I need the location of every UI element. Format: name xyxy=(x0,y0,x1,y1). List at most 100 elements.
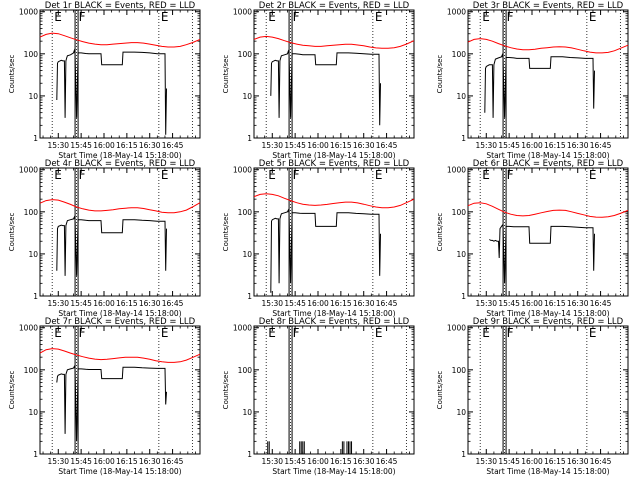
x-tick-label: 16:15 xyxy=(544,457,566,466)
plot-frame xyxy=(467,9,629,139)
y-tick-label: 1 xyxy=(247,134,252,143)
x-tick-label: 15:45 xyxy=(498,299,520,308)
chart-title: Det 6r BLACK = Events, RED = LLD xyxy=(473,159,624,169)
y-tick-label: 100 xyxy=(452,50,467,59)
x-tick-label: 16:30 xyxy=(139,299,161,308)
flag-label: E xyxy=(54,10,62,24)
x-tick-label: 15:45 xyxy=(498,457,520,466)
events-series-line xyxy=(484,53,595,118)
flag-label: E xyxy=(161,10,169,24)
plot-frame xyxy=(467,167,629,297)
x-tick-label: 16:30 xyxy=(353,457,375,466)
y-tick-label: 1000 xyxy=(233,166,252,175)
x-tick-label: 16:15 xyxy=(330,141,352,150)
x-tick-label: 16:00 xyxy=(521,457,543,466)
y-tick-label: 1000 xyxy=(447,166,466,175)
y-tick-label: 1000 xyxy=(19,324,38,333)
x-tick-label: 15:30 xyxy=(47,141,69,150)
y-tick-label: 10 xyxy=(28,92,38,101)
chart-title: Det 2r BLACK = Events, RED = LLD xyxy=(259,1,410,11)
flag-label: E xyxy=(482,168,490,182)
events-series-line xyxy=(270,208,381,293)
chart-title: Det 5r BLACK = Events, RED = LLD xyxy=(259,159,410,169)
y-axis-label: Counts/sec xyxy=(222,55,230,94)
x-tick-label: 16:30 xyxy=(139,141,161,150)
plot-frame xyxy=(253,325,415,455)
flag-label: E xyxy=(268,10,276,24)
x-axis-label: Start Time (18-May-14 15:18:00) xyxy=(58,151,181,160)
x-tick-label: 16:00 xyxy=(307,457,329,466)
y-tick-label: 100 xyxy=(238,208,253,217)
flag-label: E xyxy=(161,168,169,182)
y-tick-label: 100 xyxy=(24,50,39,59)
chart-title: Det 1r BLACK = Events, RED = LLD xyxy=(45,1,196,11)
y-axis-label: Counts/sec xyxy=(222,213,230,252)
y-tick-label: 1 xyxy=(33,450,38,459)
x-axis-label: Start Time (18-May-14 15:18:00) xyxy=(58,309,181,318)
lld-series-line xyxy=(39,199,201,214)
x-tick-label: 16:45 xyxy=(162,141,184,150)
x-tick-label: 16:15 xyxy=(330,299,352,308)
y-tick-label: 10 xyxy=(28,250,38,259)
flag-label: E xyxy=(268,168,276,182)
flag-label: F xyxy=(293,326,300,340)
x-axis-label: Start Time (18-May-14 15:18:00) xyxy=(272,467,395,476)
y-tick-label: 10 xyxy=(242,92,252,101)
chart-title: Det 7r BLACK = Events, RED = LLD xyxy=(45,317,196,327)
x-tick-label: 15:45 xyxy=(70,141,92,150)
x-tick-label: 16:45 xyxy=(162,299,184,308)
flag-label: E xyxy=(482,326,490,340)
y-tick-label: 10 xyxy=(242,250,252,259)
y-tick-label: 1 xyxy=(461,292,466,301)
x-tick-label: 16:30 xyxy=(353,299,375,308)
x-tick-label: 16:45 xyxy=(376,299,398,308)
x-tick-label: 16:15 xyxy=(116,299,138,308)
x-tick-label: 16:00 xyxy=(521,141,543,150)
x-tick-label: 16:15 xyxy=(116,457,138,466)
plot-frame xyxy=(253,9,415,139)
x-axis-label: Start Time (18-May-14 15:18:00) xyxy=(486,467,609,476)
lld-series-line xyxy=(39,32,201,48)
plot-frame xyxy=(39,167,201,297)
flag-label: F xyxy=(507,10,514,24)
flag-label: F xyxy=(79,326,86,340)
x-tick-label: 16:30 xyxy=(567,141,589,150)
flag-label: E xyxy=(268,326,276,340)
x-tick-label: 15:45 xyxy=(498,141,520,150)
x-tick-label: 16:00 xyxy=(521,299,543,308)
y-tick-label: 100 xyxy=(452,366,467,375)
x-tick-label: 15:45 xyxy=(284,141,306,150)
lld-series-line xyxy=(467,38,629,54)
x-tick-label: 16:15 xyxy=(544,141,566,150)
y-tick-label: 1 xyxy=(33,134,38,143)
x-tick-label: 16:00 xyxy=(307,141,329,150)
x-tick-label: 15:30 xyxy=(47,299,69,308)
flag-label: E xyxy=(161,326,169,340)
x-tick-label: 16:30 xyxy=(567,457,589,466)
y-tick-label: 1 xyxy=(461,134,466,143)
y-axis-label: Counts/sec xyxy=(436,371,444,410)
lld-series-line xyxy=(253,193,415,209)
x-axis-label: Start Time (18-May-14 15:18:00) xyxy=(486,151,609,160)
y-tick-label: 100 xyxy=(24,366,39,375)
y-tick-label: 1000 xyxy=(447,8,466,17)
flag-label: E xyxy=(54,168,62,182)
x-tick-label: 16:15 xyxy=(330,457,352,466)
x-tick-label: 15:45 xyxy=(70,299,92,308)
flag-label: E xyxy=(482,10,490,24)
chart-title: Det 3r BLACK = Events, RED = LLD xyxy=(473,1,624,11)
y-axis-label: Counts/sec xyxy=(436,213,444,252)
y-tick-label: 10 xyxy=(456,92,466,101)
x-axis-label: Start Time (18-May-14 15:18:00) xyxy=(58,467,181,476)
flag-label: E xyxy=(375,10,383,24)
x-tick-label: 15:30 xyxy=(475,299,497,308)
flag-label: F xyxy=(79,168,86,182)
y-axis-label: Counts/sec xyxy=(8,213,16,252)
flag-label: E xyxy=(54,326,62,340)
x-tick-label: 15:45 xyxy=(284,457,306,466)
x-tick-label: 15:30 xyxy=(475,141,497,150)
